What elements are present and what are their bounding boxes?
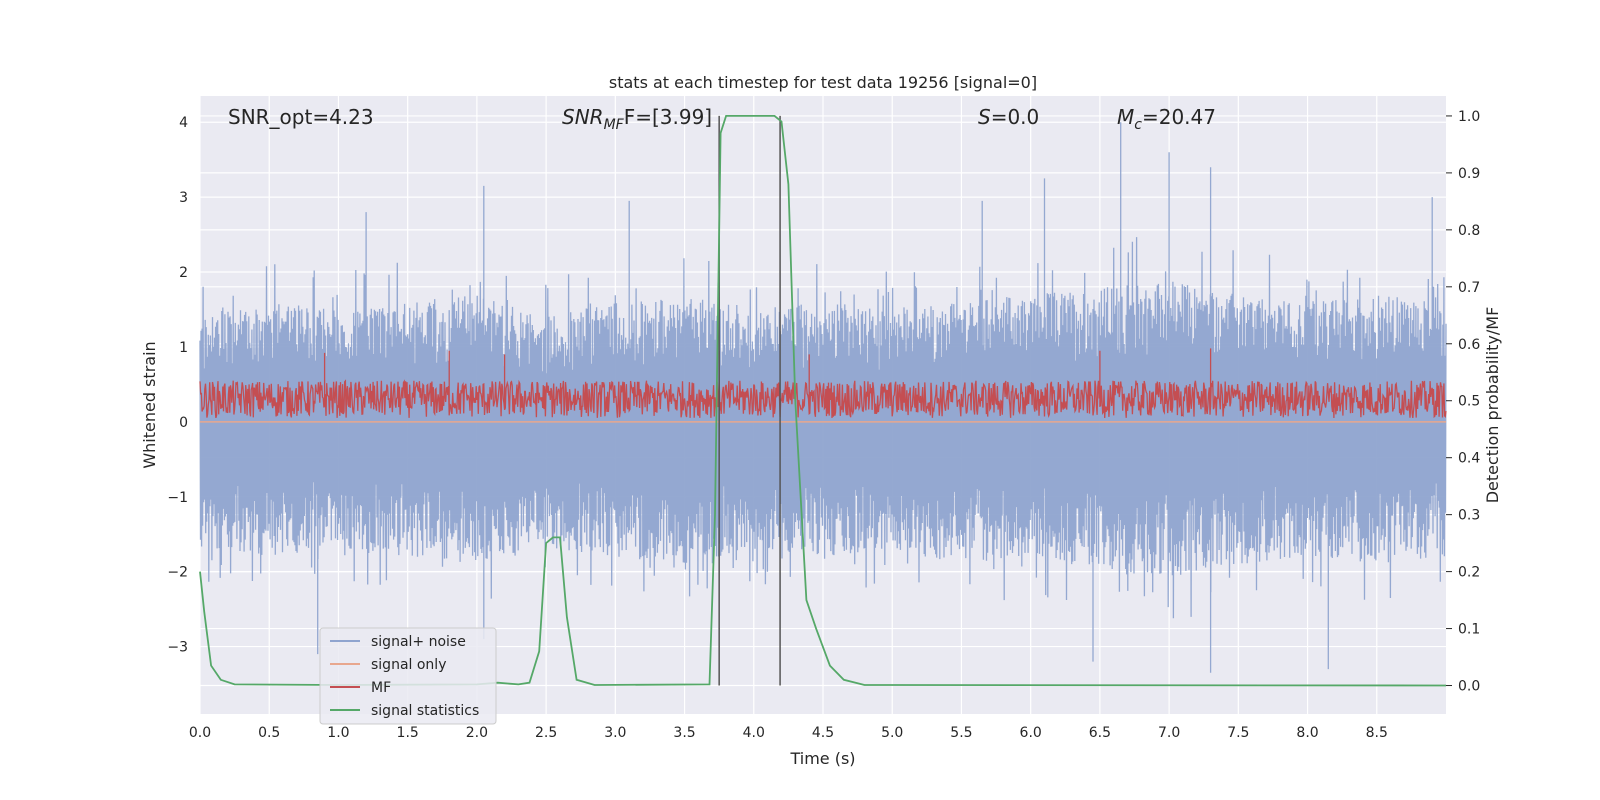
x-tick-label: 1.5 [397, 725, 419, 741]
x-tick-label: 2.0 [466, 725, 488, 741]
series-signal-noise [199, 122, 1447, 673]
x-tick-label: 7.5 [1227, 725, 1249, 741]
x-tick-label: 6.5 [1089, 725, 1111, 741]
annotation-mc: Mc=20.47 [1117, 105, 1216, 133]
y-left-tick-label: 2 [179, 265, 188, 281]
y-left-tick-label: −3 [167, 640, 188, 656]
y-left-tick-label: 1 [179, 340, 188, 356]
x-tick-label: 1.0 [327, 725, 349, 741]
x-axis-label: Time (s) [789, 749, 855, 768]
annotation-snr-opt: SNR_opt=4.23 [228, 105, 374, 129]
y-left-tick-label: 4 [179, 115, 188, 131]
annotation-snr-mf-sub: MF [604, 117, 625, 133]
y-right-tick-label: 0.7 [1458, 280, 1480, 296]
annotation-s: S=0.0 [978, 105, 1039, 129]
x-tick-label: 7.0 [1158, 725, 1180, 741]
y-right-tick-label: 0.3 [1458, 508, 1480, 524]
y-right-tick-label: 0.2 [1458, 565, 1480, 581]
y-left-axis-label: Whitened strain [140, 341, 159, 468]
y-right-tick-label: 0.0 [1458, 679, 1480, 695]
x-tick-label: 3.5 [673, 725, 695, 741]
y-right-tick-label: 0.1 [1458, 622, 1480, 638]
legend-label-signal-statistics: signal statistics [371, 703, 479, 719]
x-tick-label: 5.5 [950, 725, 972, 741]
x-tick-label: 4.0 [743, 725, 765, 741]
annotation-snr-mf-main: SNR [562, 105, 604, 129]
annotation-snr-mf: SNRMFF=[3.99] [562, 105, 712, 133]
x-tick-label: 6.0 [1020, 725, 1042, 741]
y-right-tick-label: 0.9 [1458, 166, 1480, 182]
x-tick-label: 0.0 [189, 725, 211, 741]
x-tick-label: 5.0 [881, 725, 903, 741]
chart-title: stats at each timestep for test data 192… [609, 73, 1037, 92]
y-right-tick-labels: 1.0 0.9 0.8 0.7 0.6 0.5 0.4 0.3 0.2 0.1 0.0 [1446, 109, 1480, 695]
y-left-tick-label: −2 [167, 565, 188, 581]
signal-noise-line [199, 122, 1447, 673]
annotation-s-main: S [978, 105, 991, 129]
annotation-mc-rest: =20.47 [1142, 105, 1216, 129]
annotation-snr-mf-rest: F=[3.99] [624, 105, 712, 129]
x-tick-label: 0.5 [258, 725, 280, 741]
legend: signal+ noise signal only MF signal stat… [319, 627, 497, 725]
x-tick-label: 3.0 [604, 725, 626, 741]
legend-label-mf: MF [371, 680, 391, 696]
y-left-tick-label: 0 [179, 415, 188, 431]
x-tick-label: 8.5 [1366, 725, 1388, 741]
y-left-tick-labels: 4 3 2 1 0 −1 −2 −3 [167, 115, 188, 655]
y-left-tick-label: −1 [167, 490, 188, 506]
x-tick-label: 4.5 [812, 725, 834, 741]
legend-box [319, 627, 497, 725]
x-tick-label: 2.5 [535, 725, 557, 741]
y-right-tick-label: 0.4 [1458, 451, 1480, 467]
legend-label-signal-only: signal only [371, 657, 446, 673]
y-right-tick-label: 0.8 [1458, 223, 1480, 239]
x-tick-label: 8.0 [1296, 725, 1318, 741]
y-right-tick-label: 1.0 [1458, 109, 1480, 125]
y-right-tick-label: 0.5 [1458, 394, 1480, 410]
y-right-axis-label: Detection probability/MF [1483, 307, 1502, 504]
annotation-mc-main: M [1117, 105, 1134, 129]
y-right-tick-label: 0.6 [1458, 337, 1480, 353]
legend-label-signal-noise: signal+ noise [371, 634, 466, 650]
y-left-tick-label: 3 [179, 190, 188, 206]
annotation-mc-sub: c [1134, 117, 1142, 133]
x-tick-labels: 0.0 0.5 1.0 1.5 2.0 2.5 3.0 3.5 4.0 4.5 5.0 5.5 6.0 6… [189, 725, 1388, 741]
annotation-s-rest: =0.0 [991, 105, 1040, 129]
